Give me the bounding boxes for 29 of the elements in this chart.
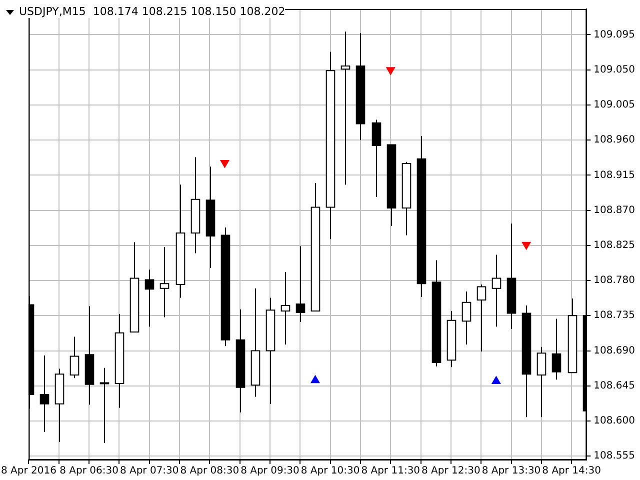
chart-title: USDJPY,M15 108.174 108.215 108.150 108.202 (19, 5, 286, 18)
y-tick-label: 108.780 (594, 275, 636, 286)
y-tick-label: 108.555 (594, 450, 636, 462)
x-tick-label: 8 Apr 2016 (1, 466, 56, 477)
x-tick-label: 8 Apr 14:30 (542, 466, 601, 477)
x-tick-label: 8 Apr 13:30 (482, 466, 541, 477)
x-tick-label: 8 Apr 06:30 (60, 466, 118, 477)
x-tick-label: 8 Apr 11:30 (361, 466, 420, 477)
y-tick-label: 108.690 (594, 345, 636, 356)
y-tick-label: 109.005 (594, 100, 636, 111)
y-tick-label: 108.870 (594, 204, 636, 216)
point (522, 242, 531, 250)
x-tick-label: 8 Apr 08:30 (180, 466, 240, 477)
y-tick-label: 109.050 (594, 64, 636, 76)
x-tick-label: 8 Apr 09:30 (240, 466, 300, 477)
point (492, 376, 501, 384)
point (310, 375, 320, 384)
x-tick-label: 8 Apr 12:30 (422, 466, 480, 477)
y-tick-label: 108.825 (594, 240, 636, 252)
x-tick-label: 8 Apr 07:30 (120, 466, 179, 477)
y-tick-label: 108.600 (594, 416, 636, 427)
y-tick-label: 108.645 (594, 380, 636, 392)
y-tick-label: 109.095 (594, 29, 636, 40)
y-tick-label: 108.735 (594, 310, 636, 322)
point (220, 160, 230, 168)
x-tick-label: 8 Apr 10:30 (300, 466, 360, 477)
point (386, 67, 396, 75)
y-tick-label: 108.915 (594, 170, 636, 181)
y-tick-label: 108.960 (594, 134, 636, 146)
